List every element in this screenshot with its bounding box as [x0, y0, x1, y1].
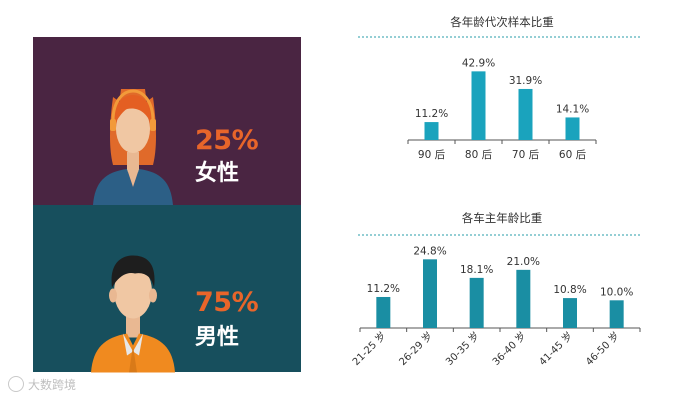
chart-0-category-label: 80 后: [465, 149, 492, 161]
male-panel: 75% 男性: [33, 205, 301, 373]
chart-1-data-label: 21.0%: [507, 256, 540, 268]
chart-1-data-label: 10.8%: [553, 284, 586, 296]
chart-1-title: 各车主年龄比重: [462, 211, 543, 225]
chart-1-data-label: 24.8%: [413, 245, 446, 257]
chart-1-bar: [609, 300, 624, 328]
chart-1-bar: [516, 269, 531, 328]
chart-0-bar: [424, 122, 439, 140]
male-label: 男性: [195, 325, 240, 350]
chart-0-bar: [565, 117, 580, 140]
chart-1-category-label: 36-40 岁: [489, 329, 528, 368]
chart-0-category-label: 90 后: [418, 149, 445, 161]
female-percent: 25%: [195, 125, 259, 156]
chart-1-data-label: 18.1%: [460, 264, 493, 276]
watermark-text: 大数跨境: [28, 378, 77, 392]
chart-0-bar: [518, 88, 533, 140]
female-label: 女性: [195, 161, 240, 186]
chart-0-data-label: 11.2%: [415, 108, 448, 120]
chart-0-category-label: 70 后: [512, 149, 539, 161]
chart-1-data-label: 11.2%: [367, 283, 400, 295]
chart-0-bar: [471, 71, 486, 140]
female-panel: 25% 女性: [33, 37, 301, 205]
chart-1-data-label: 10.0%: [600, 286, 633, 298]
chart-1-bar: [376, 296, 391, 328]
chart-0-data-label: 14.1%: [556, 103, 589, 115]
watermark-logo-icon: [8, 376, 24, 392]
chart-0-category-label: 60 后: [559, 149, 586, 161]
chart-1-bar: [563, 298, 577, 328]
chart-1-category-label: 26-29 岁: [396, 329, 435, 368]
chart-0-title: 各年龄代次样本比重: [450, 15, 554, 29]
chart-1-category-label: 21-25 岁: [349, 329, 388, 368]
female-avatar-icon: [93, 89, 173, 205]
chart-1-category-label: 41-45 岁: [536, 329, 575, 368]
watermark: 大数跨境: [8, 376, 76, 393]
chart-1-category-label: 30-35 岁: [443, 329, 482, 368]
male-avatar-icon: [91, 255, 175, 373]
chart-1-bar: [423, 259, 437, 328]
chart-1-bar: [469, 277, 484, 328]
chart-0-data-label: 42.9%: [462, 57, 495, 69]
male-percent: 75%: [195, 287, 259, 318]
chart-0-data-label: 31.9%: [509, 75, 542, 87]
chart-1-category-label: 46-50 岁: [583, 329, 622, 368]
